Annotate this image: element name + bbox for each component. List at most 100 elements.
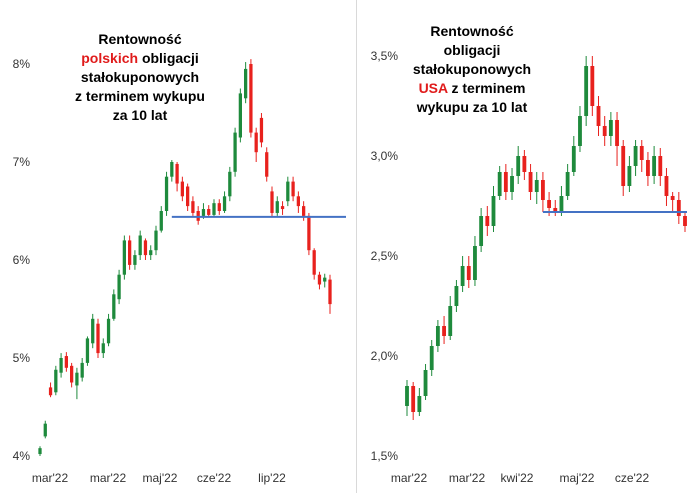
y-tick-label: 3,0% — [371, 149, 399, 163]
title-part: za 10 lat — [112, 107, 168, 123]
candle-body — [646, 160, 650, 176]
candle-body — [547, 200, 552, 208]
candle-body — [128, 240, 132, 265]
candle-body — [138, 235, 142, 256]
candle-body — [43, 423, 47, 437]
y-tick-label: 2,0% — [371, 349, 399, 363]
candle-body — [101, 343, 105, 354]
candle-body — [286, 181, 290, 202]
candle-body — [429, 346, 434, 370]
candle-body — [615, 120, 619, 146]
candle-body — [528, 172, 533, 192]
y-tick-label: 2,5% — [371, 249, 399, 263]
candle-body — [435, 326, 440, 346]
x-tick-label: maj'22 — [143, 471, 178, 485]
candle-body — [280, 206, 285, 210]
candle-body — [85, 338, 90, 363]
x-tick-label: mar'22 — [391, 471, 428, 485]
candle-body — [454, 286, 459, 306]
candle-body — [191, 201, 195, 213]
x-tick-label: cze'22 — [615, 471, 650, 485]
y-tick-label: 6% — [13, 253, 31, 267]
candle-body — [59, 358, 63, 373]
title-highlight: polskich — [81, 50, 139, 66]
candle-body — [80, 362, 84, 378]
candle-body — [423, 370, 428, 396]
candle-body — [602, 126, 607, 136]
candle-body — [621, 146, 626, 186]
candle-body — [70, 365, 74, 383]
candle-body — [328, 279, 332, 305]
candle-body — [222, 196, 227, 211]
candle-body — [48, 387, 53, 396]
candle-body — [64, 356, 68, 368]
panel-divider — [356, 0, 357, 493]
candle-body — [238, 93, 242, 138]
candle-body — [411, 386, 416, 412]
x-tick-label: lip'22 — [258, 471, 286, 485]
x-tick-label: maj'22 — [560, 471, 595, 485]
candle-body — [164, 176, 169, 211]
x-tick-label: kwi'22 — [501, 471, 534, 485]
title-part: obligacji — [443, 42, 501, 58]
title-part: stałokuponowych — [80, 69, 200, 85]
candle-body — [485, 216, 490, 226]
candle-body — [442, 326, 446, 336]
y-tick-label: 7% — [13, 155, 31, 169]
candle-body — [479, 216, 484, 246]
candle-body — [112, 294, 116, 319]
candle-body — [590, 66, 595, 106]
candle-body — [122, 240, 126, 275]
candle-body — [652, 156, 657, 176]
x-tick-label: cze'22 — [197, 471, 232, 485]
candle-body — [683, 216, 687, 226]
candle-body — [207, 209, 211, 215]
candle-body — [553, 208, 558, 212]
candle-body — [639, 146, 644, 160]
candle-body — [608, 120, 613, 136]
candle-body — [510, 176, 514, 192]
candle-body — [417, 396, 422, 412]
chart-poland-svg: 4% 5% 6% 7% 8% mar'22 mar'22 maj'22 cze'22 lip'22 — [13, 57, 346, 485]
candle-body — [270, 191, 274, 213]
candle-body — [259, 117, 264, 143]
candle-body — [133, 255, 137, 265]
candle-body — [91, 318, 95, 344]
candle-body — [473, 246, 477, 280]
candle-body — [559, 196, 564, 212]
candle-body — [96, 323, 100, 354]
candle-body — [670, 196, 675, 200]
candle-body — [180, 181, 184, 197]
candle-body — [540, 180, 545, 200]
y-tick-label: 8% — [13, 57, 31, 71]
chart-usa-title: Rentowność obligacji stałokuponowych USA… — [397, 22, 547, 117]
candle-body — [323, 277, 327, 282]
y-tick-label: 4% — [13, 449, 31, 463]
candle-body — [664, 176, 669, 196]
chart-usa-svg: 1,5% 2,0% 2,5% 3,0% 3,5% mar'22 mar'22 kwi'22 ma… — [371, 49, 687, 485]
candle-body — [633, 146, 638, 166]
candle-body — [448, 306, 453, 336]
candle-body — [154, 230, 158, 251]
chart-usa: 1,5% 2,0% 2,5% 3,0% 3,5% mar'22 mar'22 kwi'22 ma… — [357, 0, 693, 493]
candle-body — [275, 201, 279, 213]
candle-body — [186, 186, 190, 207]
title-part: Rentowność — [430, 23, 514, 39]
candle-body — [596, 106, 601, 126]
candle-body — [217, 203, 221, 211]
candle-body — [233, 132, 237, 172]
candle-body — [149, 250, 153, 256]
candle-body — [38, 448, 42, 455]
candle-body — [75, 372, 79, 386]
candle-body — [534, 180, 539, 192]
candle-body — [584, 66, 589, 116]
chart-poland: 4% 5% 6% 7% 8% mar'22 mar'22 maj'22 cze'22 lip'22… — [12, 31, 346, 485]
candle-body — [244, 68, 248, 99]
candle-body — [201, 209, 206, 216]
candle-body — [296, 196, 300, 207]
candle-body — [627, 166, 632, 186]
candle-body — [466, 266, 471, 280]
candle-body — [265, 152, 269, 177]
candle-body — [291, 181, 295, 197]
candle-body — [317, 274, 322, 285]
